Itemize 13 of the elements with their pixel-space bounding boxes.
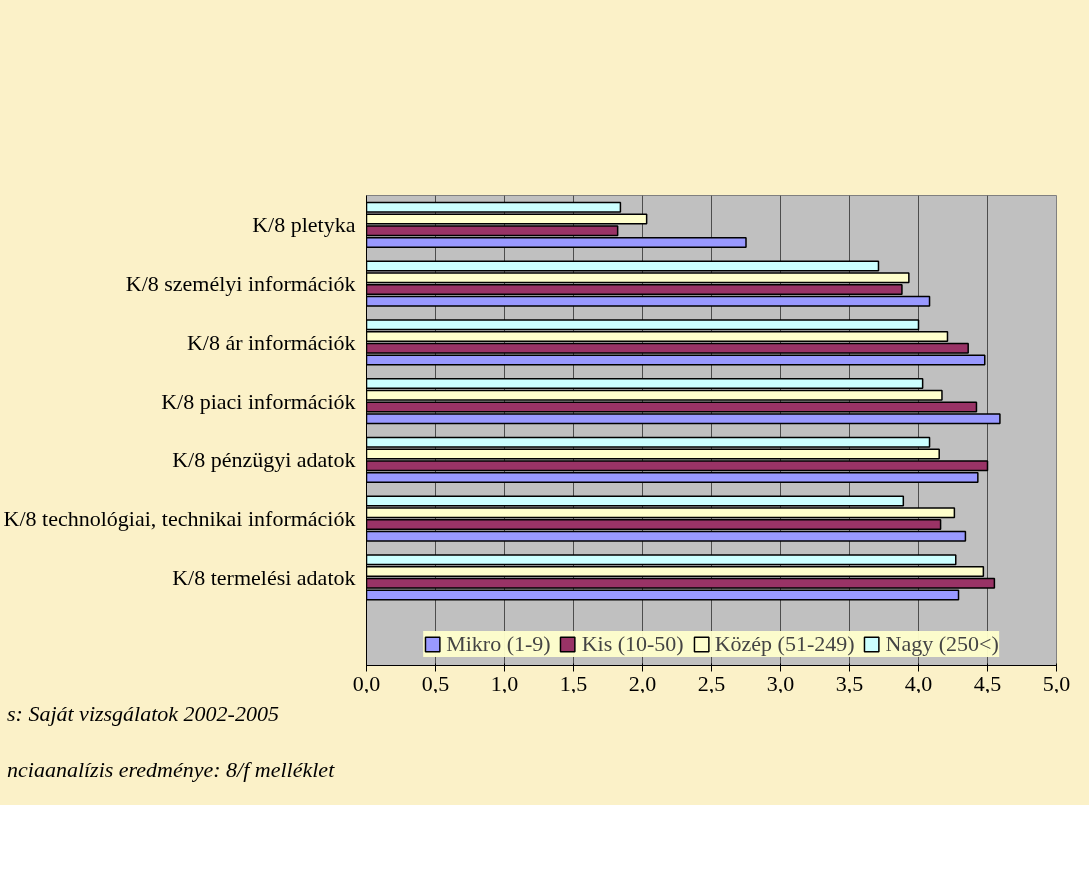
y-tick-label: K/8 személyi információk: [125, 271, 356, 297]
legend-label: Nagy (250<): [885, 631, 999, 657]
y-tick-label: K/8 pletyka: [252, 212, 356, 238]
y-tick-label: K/8 pénzügyi adatok: [172, 447, 356, 473]
legend-label: Közép (51-249): [714, 631, 855, 657]
legend-label: Kis (10-50): [581, 631, 684, 657]
y-tick-label: K/8 technológiai, technikai információk: [3, 506, 356, 532]
text: s: Saját vizsgálatok 2002-2005: [7, 700, 279, 728]
legend-label: Mikro (1-9): [446, 631, 551, 657]
text: nciaanalízis eredménye: 8/f melléklet: [7, 756, 335, 784]
y-tick-label: K/8 ár információk: [186, 329, 356, 355]
y-tick-label: K/8 termelési adatok: [172, 564, 356, 590]
y-tick-label: K/8 piaci információk: [161, 388, 356, 414]
